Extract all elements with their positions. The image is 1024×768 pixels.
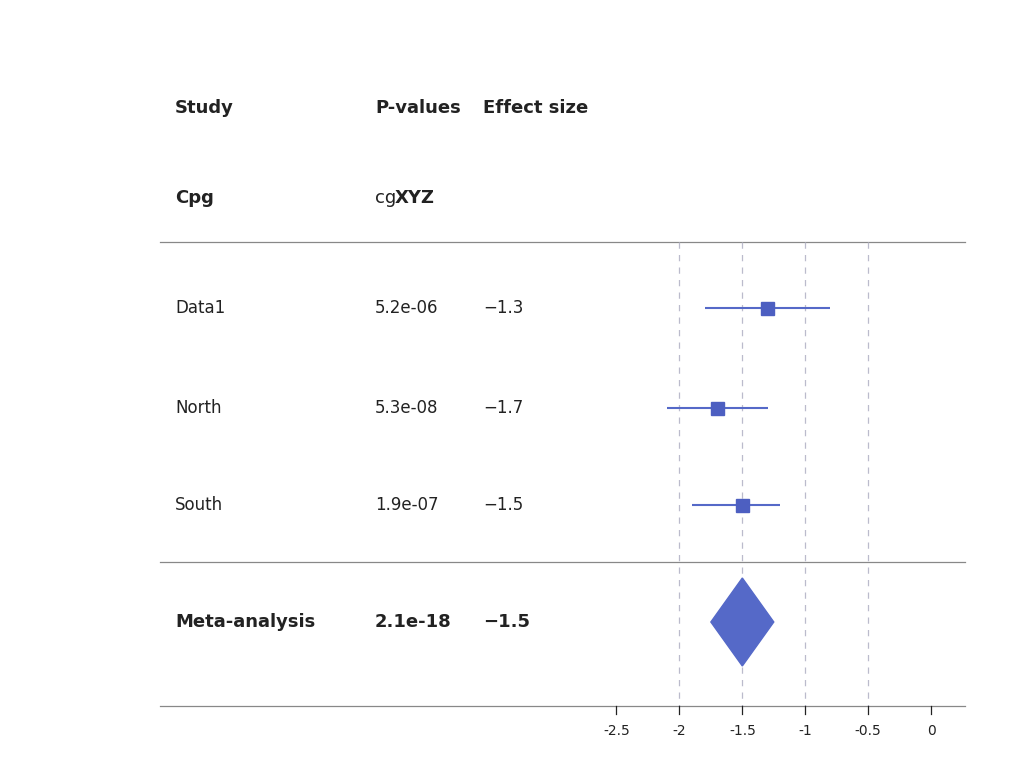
Text: −1.5: −1.5 [483,613,530,631]
Text: 1.9e-07: 1.9e-07 [375,496,438,514]
Bar [736,498,749,511]
Text: −1.3: −1.3 [483,299,523,317]
Text: -2: -2 [673,724,686,738]
Text: −1.5: −1.5 [483,496,523,514]
Text: Study: Study [175,99,233,117]
Text: Meta-analysis: Meta-analysis [175,613,315,631]
Text: 0: 0 [927,724,936,738]
Text: XYZ: XYZ [395,189,435,207]
Text: South: South [175,496,223,514]
Text: Cpg: Cpg [175,189,214,207]
Text: North: North [175,399,221,417]
Text: 5.3e-08: 5.3e-08 [375,399,438,417]
Text: -0.5: -0.5 [855,724,882,738]
Text: -1.5: -1.5 [729,724,756,738]
Bar [711,402,724,415]
Text: Data1: Data1 [175,299,225,317]
Text: Effect size: Effect size [483,99,588,117]
Polygon shape [711,578,774,666]
Text: cg: cg [375,189,396,207]
Text: −1.7: −1.7 [483,399,523,417]
Bar [761,302,774,315]
Text: 2.1e-18: 2.1e-18 [375,613,452,631]
Text: 5.2e-06: 5.2e-06 [375,299,438,317]
Text: P-values: P-values [375,99,461,117]
Text: -2.5: -2.5 [603,724,630,738]
Text: -1: -1 [799,724,812,738]
